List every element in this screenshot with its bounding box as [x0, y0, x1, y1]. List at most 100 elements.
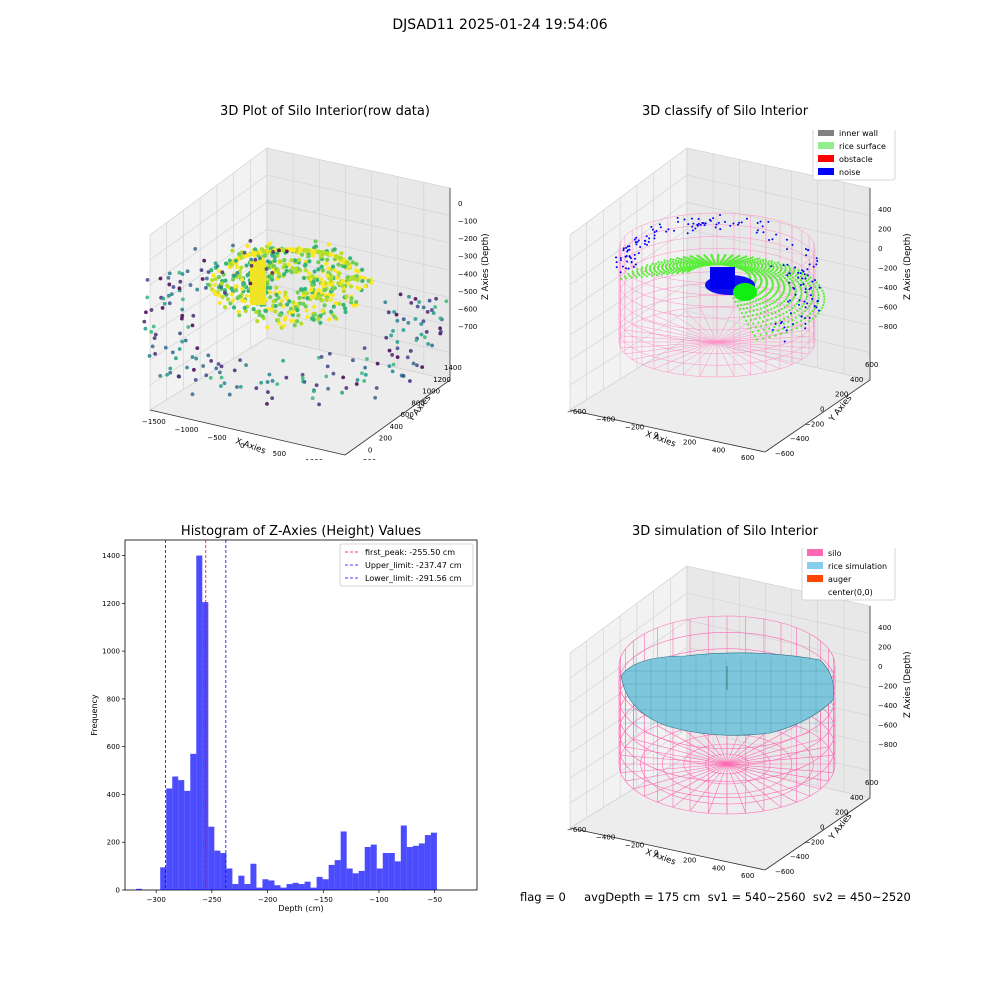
raw-data-point — [204, 373, 209, 378]
cls-noise-point — [692, 222, 695, 225]
cls-noise-point — [805, 254, 808, 257]
cls-noise-point — [646, 243, 649, 246]
cls-rice-point — [754, 268, 757, 271]
raw-data-point — [336, 262, 341, 267]
cls-noise-point — [633, 253, 636, 256]
raw-data-point — [363, 365, 368, 370]
raw-data-point — [147, 354, 152, 358]
raw-data-point — [230, 298, 236, 303]
raw-data-point — [395, 346, 400, 351]
cls-rice-point — [822, 301, 826, 304]
cls-rice-point — [814, 315, 817, 318]
cls-rice-point — [788, 269, 792, 272]
raw-data-point — [339, 251, 344, 256]
raw-data-point — [271, 299, 276, 304]
cls-noise-point — [653, 231, 656, 234]
raw-data-point — [354, 382, 359, 386]
raw-data-point — [237, 313, 242, 318]
cls-noise-point — [780, 320, 783, 323]
cls-rice-point — [770, 259, 773, 263]
cls-rice-point — [822, 304, 825, 307]
stats-line: flag = 0 avgDepth = 175 cm sv1 = 540~256… — [520, 890, 911, 904]
cls-rice-point — [776, 329, 779, 332]
raw-data-point — [346, 281, 351, 286]
cls-rice-point — [742, 307, 745, 310]
raw-data-point — [321, 250, 327, 256]
cls-rice-point — [783, 288, 786, 291]
cls-noise-point — [703, 224, 706, 227]
cls-noise-point — [615, 266, 618, 269]
cls-legend-label: inner wall — [839, 130, 878, 138]
cls-noise-point — [811, 298, 814, 301]
cls-rice-point — [744, 258, 747, 261]
raw-data-point — [264, 267, 269, 271]
cls-noise-point — [786, 248, 789, 251]
histogram-bar — [382, 852, 389, 890]
cls-rice-point — [817, 312, 820, 315]
cls-noise-point — [812, 265, 815, 268]
cls-rice-point — [734, 265, 737, 268]
raw-data-point — [282, 262, 287, 267]
cls-rice-point — [777, 281, 780, 285]
raw-data-point — [145, 277, 150, 282]
cls-rice-point — [666, 272, 669, 276]
raw-data-point — [307, 259, 312, 264]
raw-data-point — [199, 268, 204, 273]
cls-rice-point — [765, 323, 768, 327]
cls-rice-point — [801, 312, 804, 315]
sim-legend-swatch — [807, 575, 823, 582]
raw-data-point — [297, 301, 303, 306]
cls-rice-point — [640, 270, 643, 273]
cls-rice-point — [800, 291, 803, 294]
raw-data-point — [330, 293, 335, 298]
cls-legend: inner wall rice surface obstacle noise — [812, 130, 896, 181]
cls-rice-point — [776, 305, 779, 308]
cls-rice-point — [775, 291, 778, 294]
cls-noise-point — [696, 223, 699, 226]
cls-rice-point — [623, 275, 626, 278]
raw-x-tick-label: −1500 — [142, 418, 166, 426]
cls-rice-point — [661, 265, 664, 268]
cls-rice-point — [777, 271, 780, 275]
cls-noise-point — [694, 227, 697, 230]
cls-noise-point — [801, 277, 804, 280]
cls-noise-point — [665, 230, 668, 233]
cls-noise-point — [767, 220, 770, 223]
histogram-bar — [250, 863, 257, 890]
raw-data-point — [299, 252, 305, 257]
raw-data-point — [270, 379, 275, 383]
cls-rice-point — [755, 304, 759, 307]
raw-data-point — [169, 292, 174, 297]
cls-rice-point — [781, 292, 784, 295]
cls-rice-point — [628, 274, 631, 278]
cls-rice-point — [738, 254, 741, 257]
raw-data-point — [295, 290, 300, 295]
cls-noise-point — [622, 247, 625, 250]
cls-rice-point — [757, 293, 760, 296]
figure-title: DJSAD11 2025-01-24 19:54:06 — [392, 17, 608, 33]
raw-data-point — [258, 249, 263, 255]
cls-y-tick-label: 200 — [835, 391, 848, 399]
raw-data-point — [180, 307, 185, 312]
cls-rice-point — [625, 277, 628, 280]
raw-data-point — [228, 301, 233, 306]
cls-noise-point — [783, 326, 786, 329]
raw-data-point — [204, 285, 208, 290]
raw-data-point — [276, 321, 282, 326]
histogram-legend: first_peak: -255.50 cm Upper_limit: -237.… — [339, 543, 474, 587]
raw-data-point — [242, 253, 248, 259]
cls-rice-point — [799, 287, 802, 290]
cls-rice-point — [646, 264, 649, 267]
cls-noise-point — [690, 217, 693, 220]
raw-data-point — [366, 278, 371, 283]
cls-rice-point — [808, 284, 812, 288]
raw-data-point — [438, 326, 443, 331]
raw-data-point — [319, 298, 324, 303]
cls-noise-point — [619, 256, 622, 259]
cls-rice-point — [794, 288, 797, 291]
cls-y-tick-label: −400 — [790, 435, 809, 443]
cls-rice-point — [710, 253, 713, 257]
raw-data-point — [296, 257, 301, 262]
histogram-bar — [190, 753, 197, 890]
cls-rice-point — [764, 300, 767, 303]
